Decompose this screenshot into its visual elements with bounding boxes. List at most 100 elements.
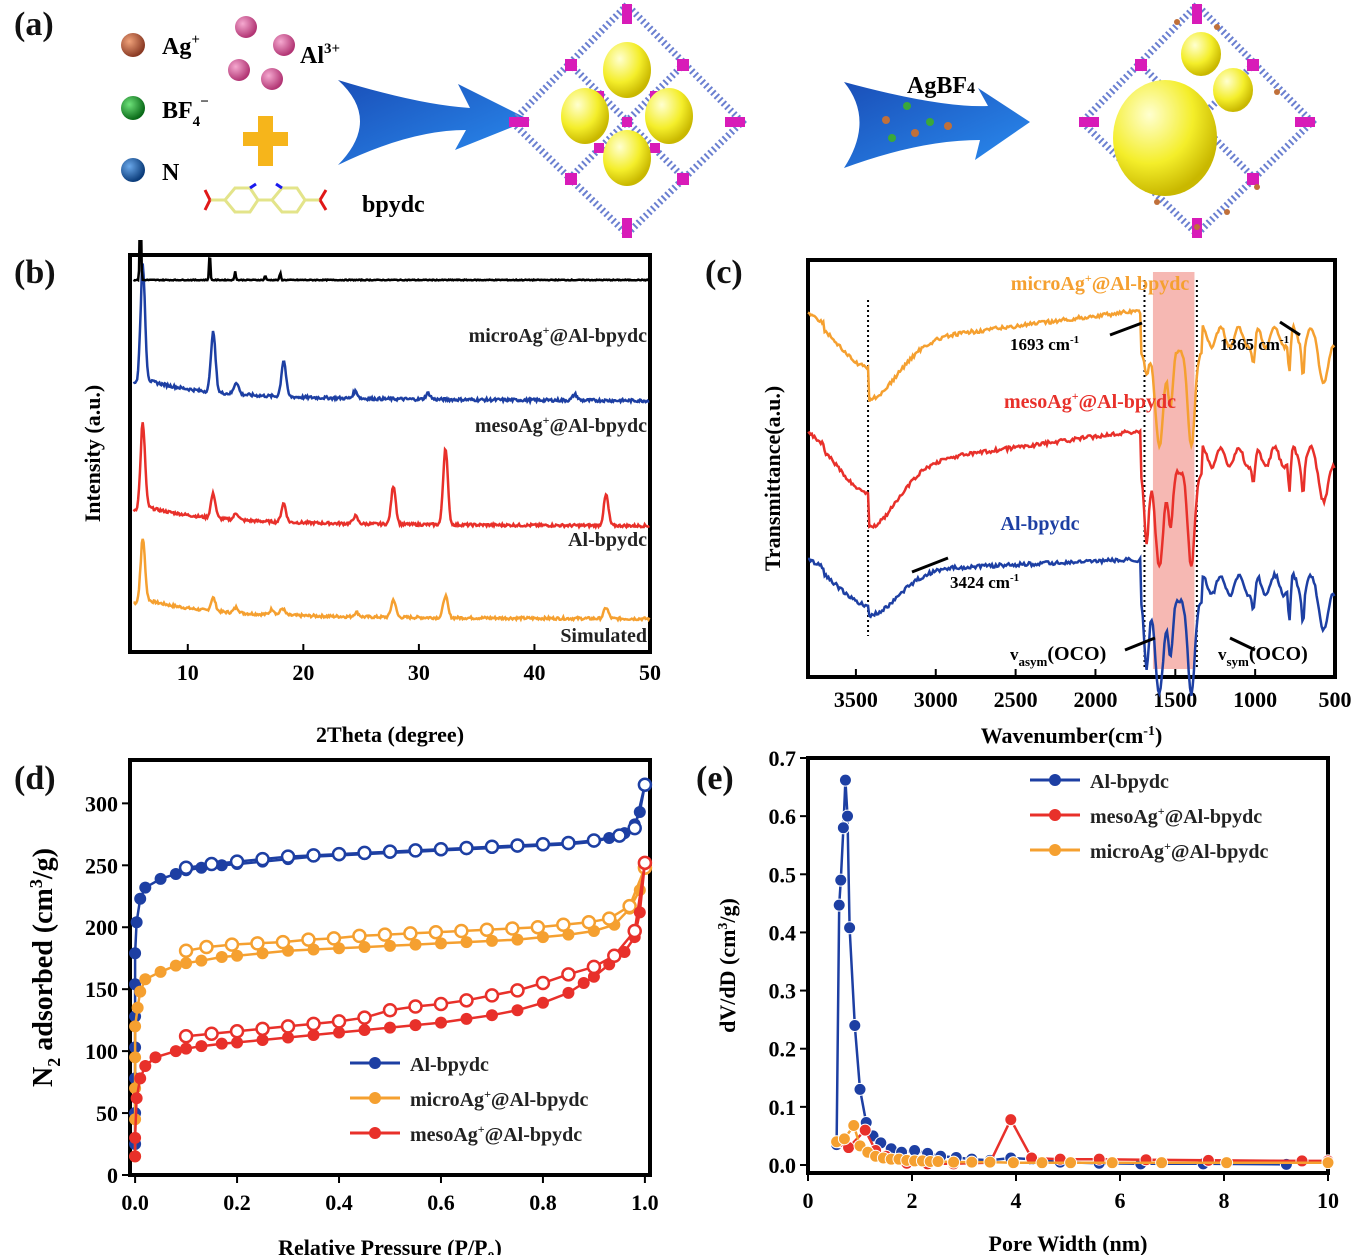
desorption-point [601, 911, 617, 926]
desorption-point [331, 1014, 347, 1029]
xrd-trace-3 [132, 240, 650, 283]
adsorption-point [130, 1092, 143, 1105]
adsorption-point [129, 1020, 142, 1033]
psd-point [838, 773, 852, 787]
y-tick-label: 0.4 [769, 920, 797, 945]
adsorption-point [307, 1029, 320, 1042]
desorption-point [204, 856, 219, 872]
legend-label: Al-bpydc [1090, 771, 1169, 793]
x-tick-label: 1000 [1233, 687, 1277, 712]
desorption-point [408, 999, 423, 1014]
mof-framework-icon [507, 0, 747, 239]
desorption-point [535, 836, 551, 852]
adsorption-point [139, 1059, 152, 1072]
series-label: mesoAg+@Al-bpydc [475, 413, 647, 437]
x-tick-label: 0.0 [121, 1190, 149, 1215]
adsorption-point [154, 965, 167, 978]
psd-point [1201, 1153, 1215, 1167]
annotation-vsym: vsym(OCO) [1218, 643, 1308, 669]
adsorption-point [195, 954, 208, 967]
desorption-point [178, 860, 194, 876]
ftir-trace-1 [807, 427, 1336, 569]
y-tick-label: 50 [96, 1101, 118, 1126]
psd-point [832, 898, 846, 912]
desorption-point [561, 967, 576, 982]
legend-label: microAg+@Al-bpydc [410, 1087, 589, 1111]
x-axis-title: Wavenumber(cm-1) [981, 723, 1163, 748]
adsorption-point [633, 806, 646, 819]
adsorption-point [231, 1036, 244, 1049]
psd-point [931, 1155, 945, 1169]
desorption-point [612, 828, 627, 843]
x-tick-label: 0.8 [529, 1190, 557, 1215]
series-label: Simulated [560, 625, 647, 647]
adsorption-point [129, 1150, 142, 1163]
psd-point [965, 1155, 979, 1169]
adsorption-point [130, 916, 143, 929]
y-tick-label: 0.5 [769, 862, 797, 887]
desorption-point [484, 839, 500, 854]
y-tick-label: 0.0 [769, 1153, 797, 1178]
desorption-point [178, 943, 194, 959]
desorption-point [556, 917, 571, 933]
legend-label: Al-bpydc [410, 1054, 489, 1076]
legend-label: mesoAg+@Al-bpydc [410, 1122, 582, 1146]
x-tick-label: 4 [1011, 1188, 1022, 1213]
desorption-point [403, 926, 418, 941]
legend-marker [1049, 774, 1061, 786]
psd-point [848, 1018, 862, 1032]
desorption-point [622, 898, 637, 914]
reaction-arrow-icon [338, 80, 530, 165]
adsorption-point [231, 949, 244, 962]
psd-point [1035, 1156, 1049, 1170]
mof-framework-ag-icon [1077, 0, 1317, 239]
psd-line [835, 780, 1287, 1166]
adsorption-point [358, 1024, 371, 1037]
series-label: mesoAg+@Al-bpydc [1004, 389, 1176, 413]
annotation-arrow [1279, 320, 1301, 337]
ftir-trace-0 [807, 307, 1336, 451]
psd-point [841, 809, 855, 823]
psd-point [853, 1082, 867, 1096]
desorption-point [627, 820, 642, 836]
psd-point [1321, 1156, 1335, 1170]
chart-ftir: 3500 3000 2500 2000 1500 1000 500Wavenumber(cm… [760, 258, 1352, 748]
series-label: Al-bpydc [1001, 513, 1080, 535]
adsorption-point [485, 1009, 498, 1022]
adsorption-point [215, 859, 228, 872]
x-tick-label: 8 [1219, 1188, 1230, 1213]
series-label: microAg+@Al-bpydc [469, 323, 648, 347]
reagent-arrow-icon [844, 82, 1030, 168]
adsorption-point [129, 947, 142, 960]
adsorption-point [180, 957, 193, 970]
desorption-point [331, 846, 347, 862]
x-axis-title: 2Theta (degree) [316, 722, 464, 747]
y-tick-label: 300 [85, 791, 118, 816]
legend-marker [369, 1127, 381, 1139]
x-tick-label: 1.0 [631, 1190, 659, 1215]
ftir-trace-2 [807, 554, 1336, 698]
legend-marker [369, 1057, 381, 1069]
desorption-point [382, 1002, 398, 1018]
psd-point [834, 873, 848, 887]
adsorption-point [131, 1001, 144, 1014]
x-tick-label: 2 [907, 1188, 918, 1213]
y-tick-label: 0.3 [769, 979, 797, 1004]
desorption-point [561, 835, 576, 851]
y-tick-label: 200 [85, 915, 118, 940]
desorption-point [428, 924, 444, 940]
ag-ion-icon [121, 33, 145, 57]
adsorption-point [169, 1045, 182, 1058]
desorption-point [637, 777, 653, 793]
desorption-point [459, 993, 474, 1008]
x-tick-label: 10 [1317, 1188, 1339, 1213]
xrd-trace-0 [133, 538, 651, 623]
plot-frame [806, 756, 1330, 1175]
adsorption-point [154, 872, 167, 885]
desorption-point [433, 841, 449, 857]
y-tick-label: 0.1 [769, 1095, 797, 1120]
x-tick-label: 2000 [1073, 687, 1117, 712]
desorption-point [275, 934, 291, 950]
adsorption-point [169, 867, 182, 880]
desorption-point [178, 1029, 194, 1044]
